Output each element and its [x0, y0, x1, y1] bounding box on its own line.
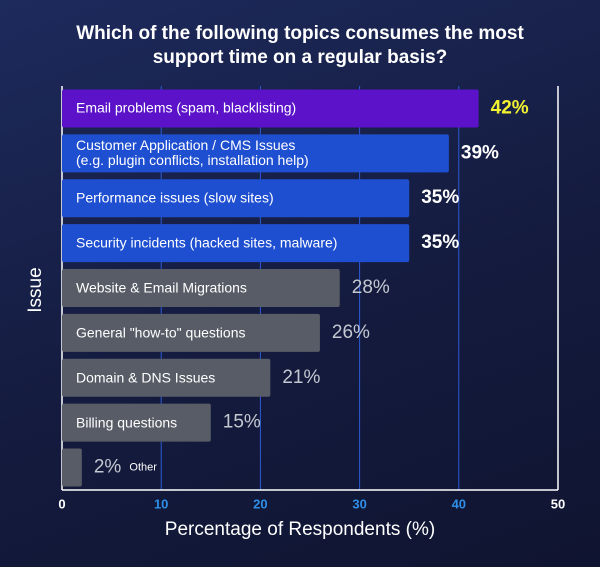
category-label: Website & Email Migrations — [76, 279, 247, 296]
value-label: 35% — [421, 232, 459, 253]
x-tick-label: 40 — [452, 496, 466, 511]
bar — [62, 269, 340, 307]
x-tick-label: 20 — [253, 496, 267, 511]
chart-title: Which of the following topics consumes t… — [76, 23, 524, 68]
bar — [62, 448, 82, 487]
x-axis-label: Percentage of Respondents (%) — [165, 519, 435, 540]
x-tick-label: 50 — [551, 496, 565, 511]
bar — [62, 313, 320, 352]
bar — [62, 89, 479, 128]
bar — [62, 358, 271, 397]
category-label: Performance issues (slow sites) — [76, 189, 274, 206]
bar — [62, 134, 449, 173]
x-tick-label: 10 — [154, 496, 168, 511]
bar — [62, 179, 410, 218]
value-label: 42% — [491, 97, 529, 118]
category-label: General "how-to" questions — [76, 324, 246, 341]
category-label: Security incidents (hacked sites, malwar… — [76, 234, 338, 251]
category-label: Domain & DNS Issues — [76, 369, 216, 386]
category-label: Other — [129, 461, 157, 474]
y-axis-label: Issue — [25, 267, 46, 312]
value-label: 2% — [94, 457, 122, 478]
x-tick-label: 30 — [352, 496, 366, 511]
bar — [62, 403, 211, 442]
x-tick-label: 0 — [58, 496, 65, 511]
category-label: Billing questions — [76, 414, 178, 431]
value-label: 39% — [461, 142, 499, 163]
value-label: 26% — [332, 322, 370, 343]
bar — [62, 224, 410, 263]
value-label: 15% — [223, 412, 261, 433]
category-label: Email problems (spam, blacklisting) — [76, 99, 297, 116]
value-label: 35% — [421, 187, 459, 208]
value-label: 28% — [352, 277, 390, 298]
category-label: Customer Application / CMS Issues (e.g. … — [76, 137, 309, 169]
value-label: 21% — [282, 367, 320, 388]
